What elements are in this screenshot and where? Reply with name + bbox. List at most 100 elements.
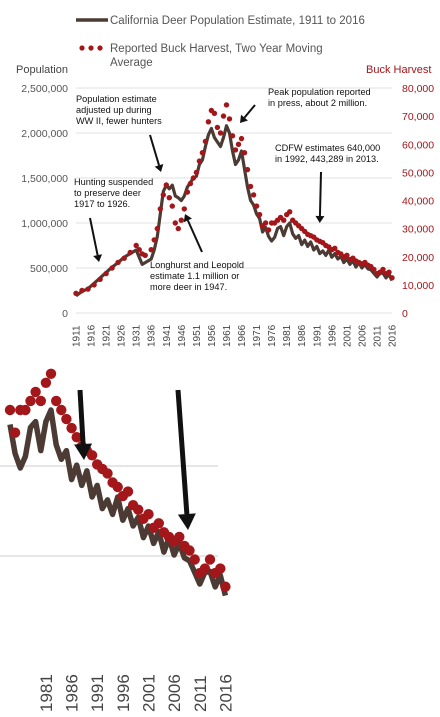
right-axis-ticks: 0 10,000 20,000 30,000 40,000 50,000 60,000 70,… bbox=[402, 83, 434, 320]
harvest-point bbox=[178, 217, 184, 223]
zoom-harvest-point bbox=[112, 481, 123, 493]
plot-area bbox=[73, 102, 395, 298]
right-tick-label: 0 bbox=[402, 308, 408, 320]
harvest-point bbox=[238, 135, 245, 142]
harvest-point bbox=[220, 113, 227, 119]
legend-harvest-label-line1: Reported Buck Harvest, Two Year Moving bbox=[110, 43, 323, 55]
annotation-text: more deer in 1947. bbox=[150, 282, 227, 292]
annotation-arrow-shaft bbox=[243, 104, 256, 119]
harvest-point bbox=[214, 124, 221, 131]
harvest-point bbox=[196, 158, 203, 164]
harvest-point bbox=[235, 141, 242, 147]
zoom-arrow-head bbox=[74, 443, 93, 460]
annotation-arrow-shaft bbox=[89, 217, 99, 256]
zoom-harvest-point bbox=[122, 486, 134, 497]
harvest-point bbox=[160, 192, 166, 198]
x-tick-label: 1961 bbox=[222, 324, 233, 347]
x-tick-label: 1916 bbox=[87, 324, 98, 347]
zoom-harvest-point bbox=[20, 404, 31, 416]
harvest-point bbox=[332, 245, 338, 251]
harvest-point bbox=[250, 192, 257, 198]
harvest-point bbox=[73, 290, 79, 296]
harvest-point bbox=[244, 166, 251, 173]
harvest-point bbox=[166, 195, 172, 201]
x-tick-label: 1986 bbox=[297, 324, 308, 347]
harvest-point bbox=[151, 237, 157, 243]
annotation-arrow-head bbox=[315, 215, 325, 223]
left-axis-ticks: 0 500,000 1,000,000 1,500,000 2,000,000 2,500… bbox=[21, 83, 68, 320]
annotation-text: to preserve deer bbox=[74, 188, 141, 198]
harvest-point bbox=[344, 252, 350, 258]
x-tick-label: 1946 bbox=[177, 324, 188, 347]
zoom-harvest-point bbox=[102, 468, 113, 479]
harvest-point bbox=[133, 242, 139, 249]
zoom-harvest-point bbox=[143, 509, 154, 520]
harvest-point bbox=[199, 150, 206, 156]
harvest-point bbox=[253, 203, 260, 209]
right-tick-label: 10,000 bbox=[402, 280, 434, 292]
harvest-point bbox=[85, 286, 91, 292]
annotation-text: 1917 to 1926. bbox=[74, 199, 130, 209]
harvest-point bbox=[79, 287, 85, 294]
x-tick-label: 1991 bbox=[312, 324, 323, 347]
harvest-point bbox=[97, 276, 103, 282]
annotation-text: CDFW estimates 640,000 bbox=[275, 143, 380, 153]
grid-lines bbox=[76, 87, 392, 314]
harvest-point bbox=[175, 225, 181, 232]
zoom-x-tick-label: 1981 bbox=[37, 674, 56, 712]
left-tick-label: 1,500,000 bbox=[21, 173, 68, 185]
annotation-text: Peak population reported bbox=[268, 87, 371, 97]
zoom-harvest-point bbox=[9, 427, 21, 438]
annotation-text: in press, about 2 million. bbox=[268, 98, 367, 108]
left-tick-label: 0 bbox=[62, 308, 68, 320]
harvest-point bbox=[281, 217, 287, 223]
zoom-harvest-point bbox=[25, 395, 36, 407]
annotation-arrow-head bbox=[93, 254, 103, 262]
annotation-arrow-head bbox=[183, 214, 192, 223]
x-tick-label: 2016 bbox=[388, 324, 399, 347]
x-tick-label: 1971 bbox=[252, 324, 263, 347]
harvest-point bbox=[142, 252, 148, 258]
right-tick-label: 30,000 bbox=[402, 224, 434, 236]
harvest-point bbox=[91, 282, 97, 288]
x-axis-ticks: 1911 1916 1921 1926 1931 1936 1941 1946 1951 1956… bbox=[72, 324, 399, 347]
harvest-point bbox=[217, 130, 224, 136]
annotation-text: WW II, fewer hunters bbox=[76, 116, 162, 126]
zoom-harvest-point bbox=[189, 554, 200, 565]
left-tick-label: 2,500,000 bbox=[21, 83, 68, 95]
legend: California Deer Population Estimate, 191… bbox=[76, 15, 365, 69]
x-tick-label: 1936 bbox=[147, 324, 158, 347]
harvest-point bbox=[241, 150, 248, 156]
annotation-arrow-shaft bbox=[149, 134, 160, 166]
zoom-x-tick-label: 1986 bbox=[63, 674, 82, 712]
right-tick-label: 70,000 bbox=[402, 111, 434, 123]
harvest-point bbox=[193, 169, 200, 176]
zoom-harvest-point bbox=[215, 563, 226, 574]
zoom-harvest-point bbox=[35, 395, 46, 407]
annotation-text: in 1992, 443,289 in 2013. bbox=[275, 154, 379, 164]
harvest-point bbox=[262, 220, 269, 226]
x-tick-label: 1931 bbox=[132, 324, 143, 347]
annotation-text: Longhurst and Leopold bbox=[150, 260, 244, 270]
left-tick-label: 1,000,000 bbox=[21, 218, 68, 230]
right-axis-title: Buck Harvest bbox=[366, 64, 431, 76]
harvest-point bbox=[190, 175, 197, 181]
harvest-point bbox=[229, 133, 236, 139]
x-tick-label: 1941 bbox=[162, 324, 173, 347]
zoom-harvest-point bbox=[220, 581, 231, 592]
harvest-point bbox=[265, 227, 272, 233]
zoom-harvest-point bbox=[153, 518, 164, 529]
legend-harvest-label-line2: Average bbox=[110, 57, 153, 69]
x-tick-label: 1981 bbox=[282, 324, 293, 347]
zoom-harvest-point bbox=[174, 531, 185, 543]
harvest-point bbox=[386, 269, 392, 275]
harvest-point bbox=[226, 116, 233, 122]
zoom-harvest-point bbox=[184, 545, 195, 556]
zoom-harvest-point bbox=[4, 404, 16, 416]
x-tick-label: 1976 bbox=[267, 324, 278, 347]
